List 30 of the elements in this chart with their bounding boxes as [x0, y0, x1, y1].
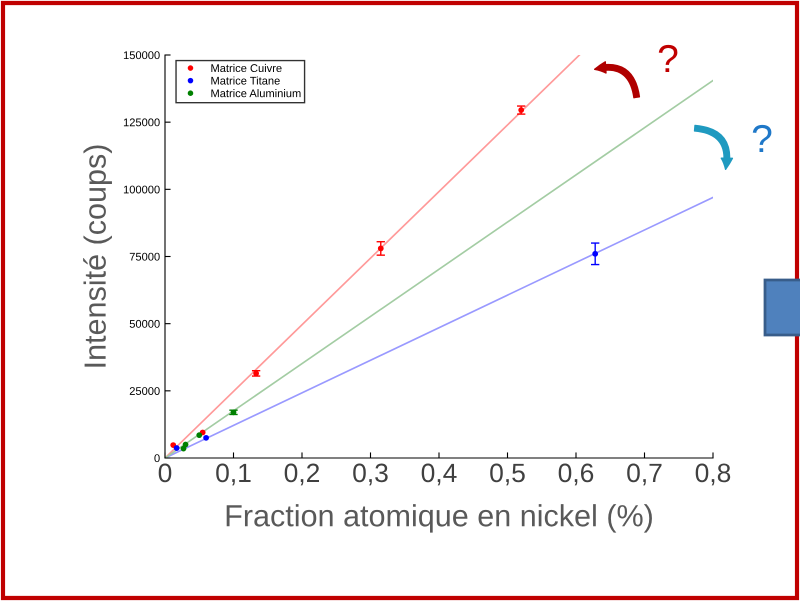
x-tick-label: 0 — [158, 464, 172, 482]
x-tick-label: 0,3 — [353, 464, 388, 486]
annotation: ? — [658, 44, 678, 72]
x-tick-label: 0,2 — [284, 464, 320, 486]
x-tick-label: 0,8 — [696, 464, 730, 486]
legend-label: Matrice Titane — [211, 76, 280, 85]
x-tick-label: 0,4 — [422, 464, 457, 486]
point — [174, 445, 180, 451]
point — [170, 442, 176, 448]
y-tick-label: 50000 — [130, 320, 160, 328]
text: ? — [752, 124, 772, 152]
y-axis-title: Intensité (coups) — [83, 145, 112, 367]
y-tick-label: 100000 — [124, 186, 160, 194]
point — [200, 430, 206, 436]
y-tick-label: 125000 — [124, 118, 160, 126]
legend-label: Matrice Cuivre — [211, 64, 282, 72]
y-tick-label: 25000 — [130, 387, 160, 395]
y-tick-label: 150000 — [124, 51, 160, 60]
point — [203, 434, 209, 441]
x-tick-label: 0,5 — [490, 464, 525, 486]
legend-label: Matrice Aluminium — [211, 89, 301, 98]
x-tick-label: 0,7 — [627, 464, 662, 486]
x-tick-label: 0,1 — [216, 464, 251, 486]
y-tick-label: 0 — [154, 454, 160, 462]
x-tick-label: 0,6 — [558, 464, 594, 486]
point — [180, 446, 186, 452]
point — [182, 442, 188, 448]
x-axis-title: Fraction atomique en nickel (%) — [226, 504, 652, 533]
point — [196, 432, 202, 438]
y-tick-label: 75000 — [130, 252, 160, 261]
